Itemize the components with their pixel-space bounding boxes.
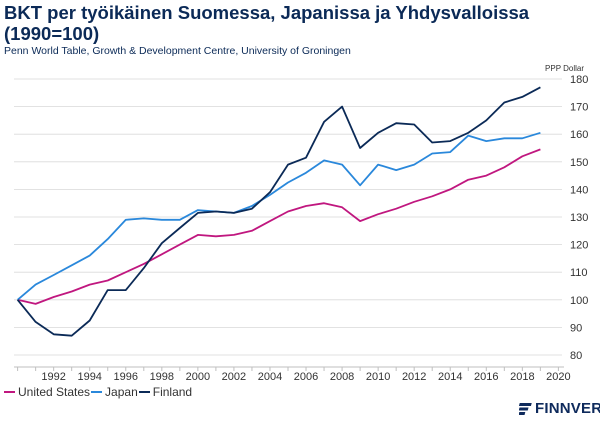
y-tick-label-150: 150 [570,157,588,169]
x-tick-label-1992: 1992 [41,371,65,383]
x-tick-label-2004: 2004 [258,371,282,383]
y-tick-label-130: 130 [570,212,588,224]
finnvera-logo: FINNVERA [519,400,600,417]
series-lines [16,86,541,337]
legend-item-finland: Finland [138,385,193,399]
x-tick-label-2000: 2000 [186,371,210,383]
legend: United States Japan Finland [4,385,193,399]
x-tick-label-1998: 1998 [150,371,174,383]
legend-swatch-finland [138,391,150,393]
x-tick-label-1996: 1996 [114,371,138,383]
legend-item-japan: Japan [91,385,138,399]
gridlines [14,78,562,356]
y-tick-label-100: 100 [570,295,588,307]
legend-swatch-japan [91,391,103,393]
finnvera-logo-mark-icon [519,402,532,415]
axes [14,366,564,371]
series-line-finland [16,86,541,337]
x-tick-label-2012: 2012 [402,371,426,383]
x-tick-labels: 1992 1994 1996 1998 2000 2002 2004 2006 2008 2010… [41,371,570,383]
y-tick-label-180: 180 [570,74,588,86]
x-tick-label-2016: 2016 [474,371,498,383]
y-axis-label: PPP Dollar [545,64,584,73]
series-line-united-states [17,148,541,305]
y-tick-label-140: 140 [570,184,588,196]
y-tick-label-120: 120 [570,240,588,252]
x-tick-label-2006: 2006 [294,371,318,383]
y-tick-label-80: 80 [570,350,582,362]
x-tick-label-2014: 2014 [438,371,462,383]
legend-item-united-states: United States [4,385,90,399]
legend-label-united-states: United States [18,385,91,399]
legend-label-finland: Finland [152,385,193,399]
x-tick-label-2008: 2008 [330,371,354,383]
x-tick-label-2002: 2002 [222,371,246,383]
series-line-japan [17,131,541,301]
y-tick-labels: 80 90 100 110 120 130 140 150 160 170 180 [570,74,588,362]
x-tick-label-2018: 2018 [510,371,534,383]
y-tick-label-170: 170 [570,102,588,114]
x-tick-label-2010: 2010 [366,371,390,383]
legend-swatch-united-states [4,391,15,393]
chart-title: BKT per työikäinen Suomessa, Japanissa j… [4,2,530,44]
y-tick-label-110: 110 [570,267,588,279]
y-tick-label-90: 90 [570,322,582,334]
chart-subtitle: Penn World Table, Growth & Development C… [4,45,351,57]
finnvera-logo-text: FINNVERA [535,400,600,417]
x-tick-label-2020: 2020 [546,371,570,383]
x-tick-label-1994: 1994 [77,371,101,383]
legend-label-japan: Japan [105,385,138,399]
y-tick-label-160: 160 [570,129,588,141]
